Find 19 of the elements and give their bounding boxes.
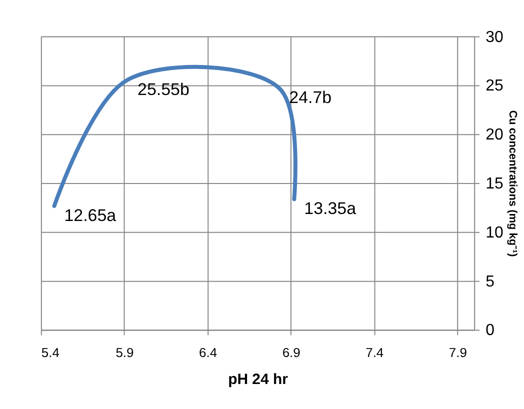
y-tick-label: 5: [486, 273, 495, 290]
y-axis-title: Cu concentrations (mg kg⁻¹): [506, 110, 518, 258]
x-tick-label: 5.9: [116, 345, 134, 360]
x-tick-label: 5.4: [41, 345, 60, 360]
y-tick-label: 25: [486, 78, 504, 95]
x-tick-label: 6.4: [199, 345, 218, 360]
annotation: 13.35a: [304, 199, 357, 218]
y-tick-label: 15: [486, 176, 504, 193]
y-tick-label: 30: [486, 28, 504, 46]
x-tick-label: 7.4: [366, 345, 384, 360]
annotation: 24.7b: [289, 88, 332, 108]
y-tick-label: 10: [486, 224, 504, 242]
y-tick-label: 0: [486, 322, 495, 340]
x-tick-label: 7.9: [448, 345, 467, 360]
annotation: 12.65a: [64, 206, 117, 225]
annotation: 25.55b: [138, 80, 190, 99]
y-tick-label: 20: [486, 126, 504, 144]
x-axis-title: pH 24 hr: [228, 371, 288, 388]
x-tick-label: 6.9: [282, 345, 300, 360]
